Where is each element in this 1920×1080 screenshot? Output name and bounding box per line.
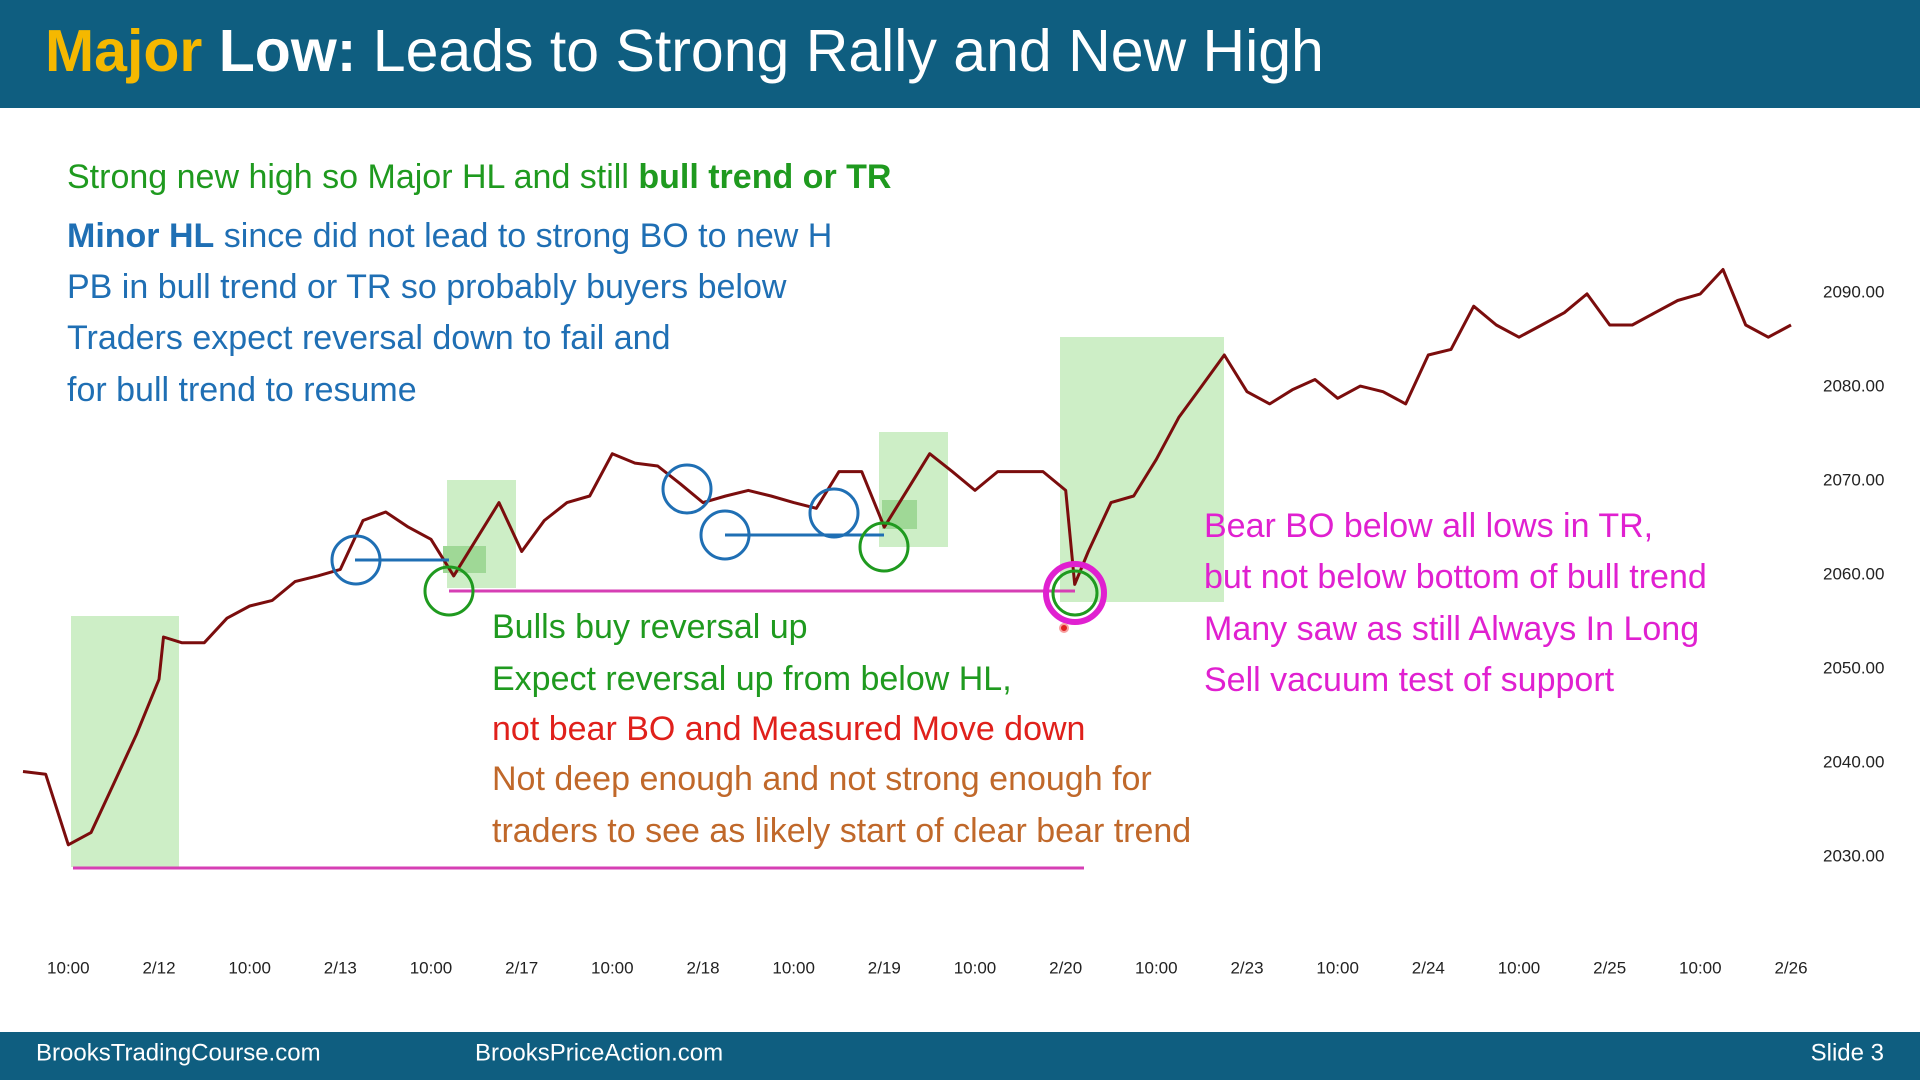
title-part: Leads to Strong Rally and New High xyxy=(356,18,1323,84)
marker-circle xyxy=(699,509,751,561)
footer-center: BrooksPriceAction.com xyxy=(475,1039,723,1066)
annotation-part: Bulls buy reversal up xyxy=(492,608,808,646)
x-tick-label: 2/18 xyxy=(686,958,719,977)
marker-circle xyxy=(330,534,382,586)
annotation-part: traders to see as likely start of clear … xyxy=(492,812,1191,850)
annotation: Not deep enough and not strong enough fo… xyxy=(492,760,1152,798)
x-tick-label: 10:00 xyxy=(228,958,271,977)
x-tick-label: 10:00 xyxy=(47,958,90,977)
footer-bar xyxy=(0,1032,1920,1080)
annotation: PB in bull trend or TR so probably buyer… xyxy=(67,268,787,306)
annotation-part: but not below bottom of bull trend xyxy=(1204,558,1707,596)
annotation: for bull trend to resume xyxy=(67,371,417,409)
x-tick-label: 10:00 xyxy=(772,958,815,977)
annotation: Bear BO below all lows in TR, xyxy=(1204,507,1653,545)
header-bar xyxy=(0,0,1920,108)
x-tick-label: 2/13 xyxy=(324,958,357,977)
annotation: but not below bottom of bull trend xyxy=(1204,558,1707,596)
y-tick-label: 2040.00 xyxy=(1823,752,1884,771)
x-tick-label: 10:00 xyxy=(1679,958,1722,977)
markups xyxy=(73,463,1107,870)
x-tick-label: 2/25 xyxy=(1593,958,1626,977)
marker-circle xyxy=(808,487,860,539)
x-tick-label: 2/17 xyxy=(505,958,538,977)
annotation: traders to see as likely start of clear … xyxy=(492,812,1191,850)
x-tick-label: 2/24 xyxy=(1412,958,1445,977)
marker-circle xyxy=(423,565,475,617)
annotation-part: Minor HL xyxy=(67,217,214,255)
marker-circle xyxy=(661,463,713,515)
x-tick-label: 2/19 xyxy=(868,958,901,977)
annotation-part: not bear BO and Measured Move down xyxy=(492,710,1085,748)
annotation: Sell vacuum test of support xyxy=(1204,661,1615,699)
x-tick-label: 10:00 xyxy=(954,958,997,977)
annotation-part: since did not lead to strong BO to new H xyxy=(214,217,832,255)
x-tick-label: 10:00 xyxy=(410,958,453,977)
highlight-box xyxy=(879,432,948,547)
annotation: Traders expect reversal down to fail and xyxy=(67,319,670,357)
y-tick-label: 2030.00 xyxy=(1823,846,1884,865)
x-tick-label: 10:00 xyxy=(1135,958,1178,977)
annotation-part: for bull trend to resume xyxy=(67,371,417,409)
annotation-part: Not deep enough and not strong enough fo… xyxy=(492,760,1152,798)
y-tick-label: 2070.00 xyxy=(1823,470,1884,489)
highlight-box xyxy=(1060,337,1224,602)
annotation-part: PB in bull trend or TR so probably buyer… xyxy=(67,268,787,306)
title-part: Low: xyxy=(202,18,356,84)
title-part: Major xyxy=(45,18,202,84)
x-tick-label: 2/12 xyxy=(142,958,175,977)
marker-circle xyxy=(858,521,910,573)
annotation-part: Expect reversal up from below HL, xyxy=(492,660,1012,698)
x-tick-label: 2/26 xyxy=(1774,958,1807,977)
y-tick-label: 2060.00 xyxy=(1823,564,1884,583)
annotation-part: Many saw as still Always In Long xyxy=(1204,610,1699,648)
cursor-dot xyxy=(1059,623,1069,633)
slide-title: Major Low: Leads to Strong Rally and New… xyxy=(45,18,1324,84)
y-tick-label: 2090.00 xyxy=(1823,282,1884,301)
annotation-part: bull trend or TR xyxy=(638,158,891,196)
annotation: Minor HL since did not lead to strong BO… xyxy=(67,217,832,255)
annotation-part: Bear BO below all lows in TR, xyxy=(1204,507,1653,545)
price-line xyxy=(22,268,1792,847)
annotation: Bulls buy reversal up xyxy=(492,608,808,646)
marker-circle xyxy=(1043,561,1107,625)
footer-left: BrooksTradingCourse.com xyxy=(36,1039,321,1066)
x-tick-label: 2/23 xyxy=(1230,958,1263,977)
marker-circle xyxy=(1051,569,1099,617)
overlays xyxy=(71,337,1224,867)
annotation: Many saw as still Always In Long xyxy=(1204,610,1699,648)
annotation-part: Strong new high so Major HL and still xyxy=(67,158,638,196)
x-tick-label: 10:00 xyxy=(1316,958,1359,977)
y-tick-label: 2080.00 xyxy=(1823,376,1884,395)
x-tick-label: 10:00 xyxy=(1498,958,1541,977)
annotation-part: Sell vacuum test of support xyxy=(1204,661,1615,699)
x-tick-label: 2/20 xyxy=(1049,958,1082,977)
annotation-part: Traders expect reversal down to fail and xyxy=(67,319,670,357)
y-tick-label: 2050.00 xyxy=(1823,658,1884,677)
slide-number: Slide 3 xyxy=(1811,1039,1884,1066)
plot: 10:00 2/12 10:00 2/13 10:00 2/17 10:00 2/18 10:0… xyxy=(22,268,1884,977)
annotation: Strong new high so Major HL and still bu… xyxy=(67,158,891,196)
annotation: not bear BO and Measured Move down xyxy=(492,710,1085,748)
annotation: Expect reversal up from below HL, xyxy=(492,660,1012,698)
x-tick-label: 10:00 xyxy=(591,958,634,977)
annotations: Strong new high so Major HL and still bu… xyxy=(67,158,1707,850)
